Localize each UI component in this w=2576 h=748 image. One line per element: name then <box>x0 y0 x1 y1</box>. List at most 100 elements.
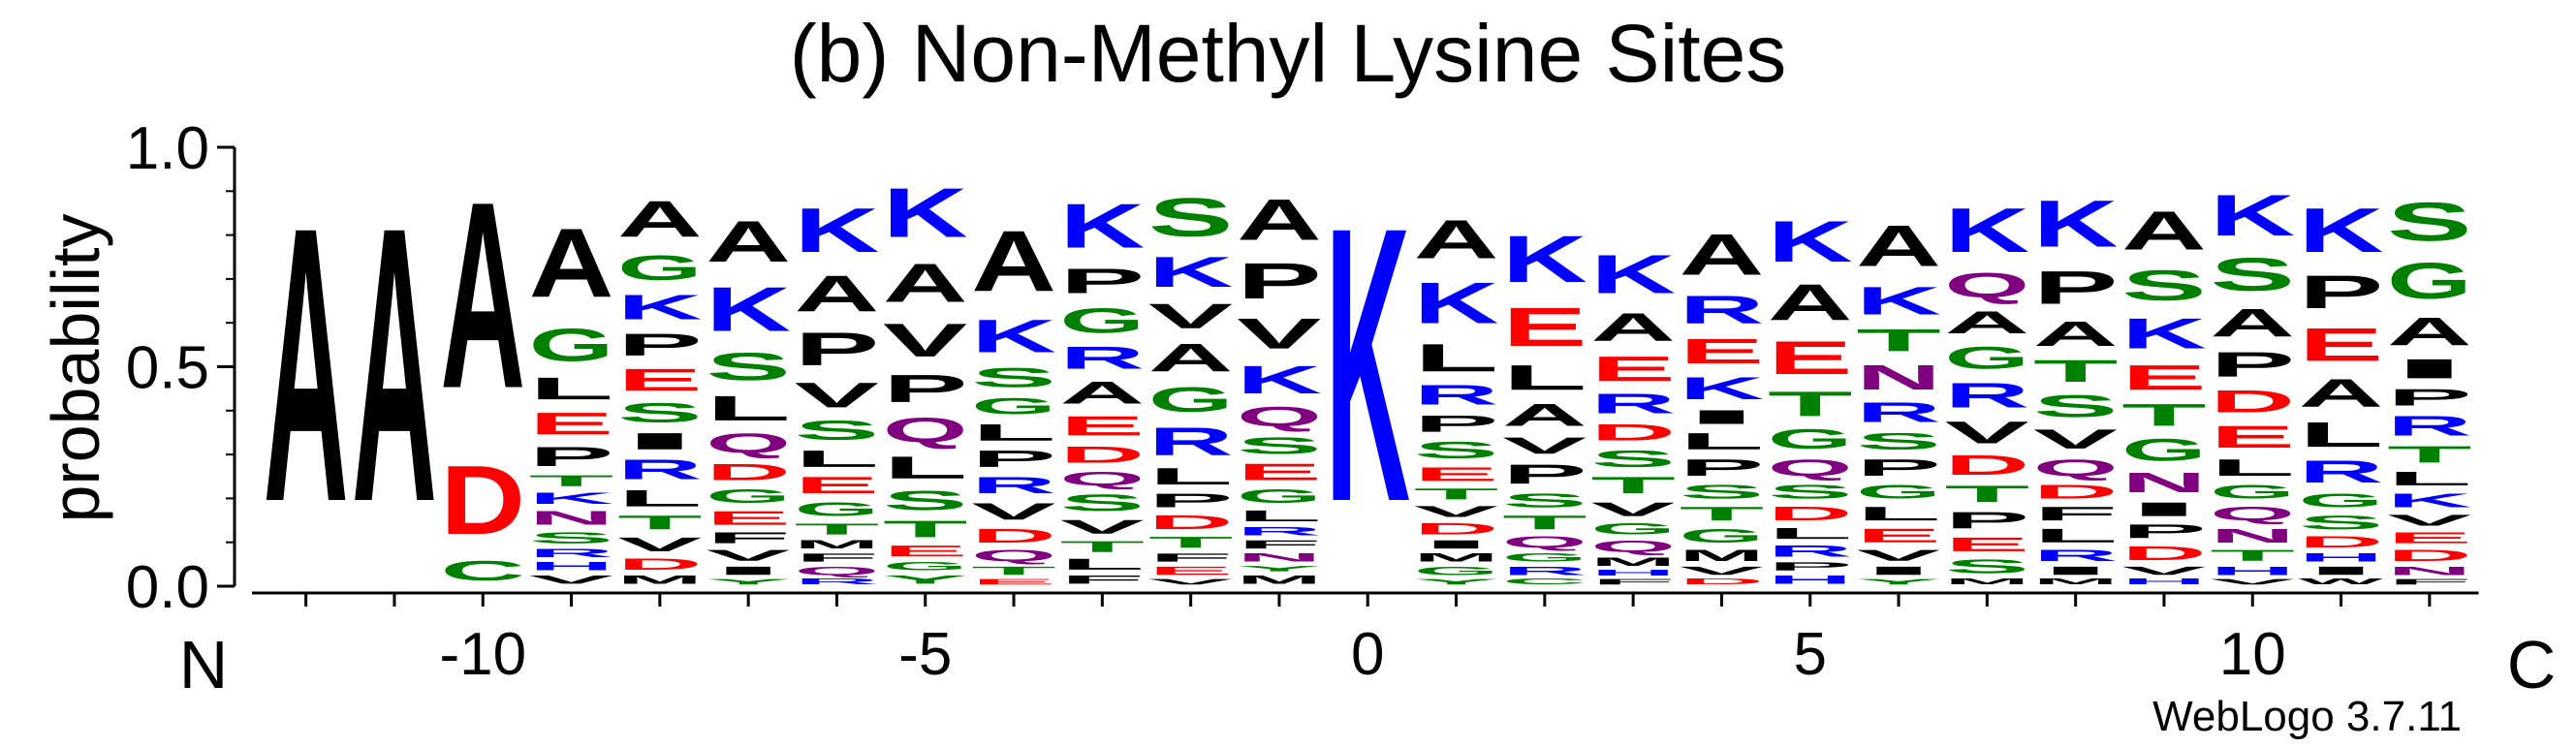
logo-letter: S <box>1060 489 1146 515</box>
logo-letter: K <box>883 173 968 252</box>
logo-letter: S <box>883 485 968 516</box>
logo-letter: E <box>2299 318 2384 370</box>
logo-letter: S <box>1856 428 1941 454</box>
logo-letter: R <box>529 546 614 560</box>
logo-letter: Q <box>1590 538 1676 555</box>
logo-letter: D <box>1414 520 1499 538</box>
logo-letter: T <box>529 472 614 489</box>
logo-letter: V <box>1237 310 1321 358</box>
logo-letter: S <box>1237 432 1322 458</box>
logo-letter: E <box>2387 529 2472 546</box>
logo-letter: P <box>617 327 703 362</box>
logo-letter: A <box>617 191 703 248</box>
logo-letter: L <box>795 446 880 472</box>
logo-letter: M <box>1590 555 1676 569</box>
logo-letter: R <box>1856 397 1941 428</box>
logo-letter: T <box>1945 481 2030 507</box>
logo-letter: G <box>1768 424 1853 454</box>
logo-letter: D <box>2387 546 2472 564</box>
logo-letter: P <box>1768 560 1853 574</box>
logo-letter: M <box>1680 546 1765 564</box>
logo-letter: G <box>1945 340 2030 375</box>
logo-letter: P <box>1414 411 1499 437</box>
logo-letter: T <box>1768 385 1853 424</box>
logo-letter: T <box>795 520 880 538</box>
logo-letter: N <box>529 508 614 530</box>
logo-letter: K <box>1680 371 1765 406</box>
logo-letter: R <box>971 472 1056 498</box>
logo-letter: K <box>2210 182 2295 248</box>
logo-letter: I <box>2121 498 2207 520</box>
logo-letter: R <box>1237 525 1322 539</box>
logo-letter: G <box>1060 300 1146 340</box>
logo-letter: P <box>1237 253 1322 310</box>
logo-letter: Y <box>1414 577 1499 586</box>
logo-letter: A <box>1768 274 1853 331</box>
logo-letter: A <box>706 209 791 275</box>
logo-letter: K <box>1237 358 1322 402</box>
logo-letter: R <box>1148 420 1234 463</box>
logo-letter: E <box>1148 564 1234 577</box>
x-tick-label: -10 <box>439 621 526 688</box>
logo-letter: V <box>2121 564 2206 577</box>
logo-letter: L <box>1414 336 1499 380</box>
logo-letter: T <box>1414 485 1499 503</box>
logo-letter: S <box>1148 187 1234 248</box>
logo-letter: D <box>706 459 791 485</box>
chart-title: (b) Non-Methyl Lysine Sites <box>790 8 1787 99</box>
logo-letter: F <box>1237 538 1322 551</box>
logo-letter: Q <box>1502 534 1587 551</box>
x-tick-label: 10 <box>2219 621 2286 688</box>
logo-letter: R <box>1502 564 1587 577</box>
logo-letter: P <box>795 323 880 375</box>
logo-letter: L <box>2387 468 2472 490</box>
logo-letter: V <box>529 573 613 586</box>
logo-letter: T <box>1680 503 1765 525</box>
logo-letter: S <box>1590 446 1676 472</box>
logo-letter: I <box>1680 406 1765 428</box>
logo-letter: S <box>1768 481 1853 503</box>
logo-letter: T <box>2387 441 2472 467</box>
logo-letter: T <box>2033 354 2119 389</box>
logo-letter: L <box>2210 454 2295 481</box>
logo-letter: V <box>2210 577 2295 586</box>
logo-letter: P <box>971 446 1056 472</box>
c-terminus-label: C <box>2507 627 2557 702</box>
logo-letter: S <box>2387 191 2472 252</box>
logo-letter: F <box>795 551 880 565</box>
logo-letter: L <box>1502 358 1587 398</box>
logo-letter: V <box>971 498 1056 524</box>
logo-letter: A <box>1237 187 1322 253</box>
logo-letter: G <box>1414 564 1499 577</box>
logo-letter: V <box>1414 503 1498 520</box>
logo-column: A <box>264 147 349 584</box>
logo-letter: K <box>529 490 614 508</box>
logo-letter: K <box>617 288 703 327</box>
logo-letter: S <box>529 529 614 546</box>
logo-letter: M <box>1945 577 2030 586</box>
logo-letter: S <box>2121 261 2207 309</box>
logo-letter: Y <box>1856 577 1941 586</box>
x-tick-label: -5 <box>898 621 952 688</box>
logo-letter: A <box>1060 376 1146 411</box>
logo-letter: A <box>440 147 525 445</box>
logo-letter: R <box>1590 389 1676 420</box>
logo-letter: Q <box>971 546 1056 564</box>
logo-letter: S <box>706 345 791 389</box>
logo-letter: Q <box>1945 265 2030 305</box>
logo-letter: M <box>2033 577 2119 586</box>
logo-letter: T <box>617 512 703 534</box>
logo-letter: E <box>1060 411 1146 442</box>
logo-letter: E <box>1414 463 1499 485</box>
